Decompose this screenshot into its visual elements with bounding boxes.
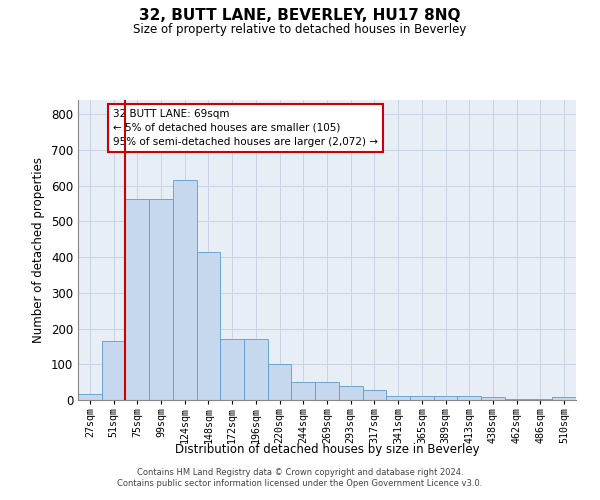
Bar bbox=[362, 390, 386, 400]
Bar bbox=[268, 364, 292, 400]
Bar bbox=[292, 382, 315, 400]
Bar bbox=[315, 382, 339, 400]
Bar bbox=[410, 396, 434, 400]
Bar bbox=[149, 199, 173, 400]
Bar bbox=[102, 341, 125, 400]
Bar bbox=[339, 386, 362, 400]
Text: 32 BUTT LANE: 69sqm
← 5% of detached houses are smaller (105)
95% of semi-detach: 32 BUTT LANE: 69sqm ← 5% of detached hou… bbox=[113, 109, 378, 147]
Bar bbox=[78, 394, 102, 400]
Bar bbox=[386, 396, 410, 400]
Bar bbox=[125, 199, 149, 400]
Bar bbox=[197, 252, 220, 400]
Bar bbox=[552, 397, 576, 400]
Bar bbox=[244, 340, 268, 400]
Bar bbox=[434, 396, 457, 400]
Text: Contains HM Land Registry data © Crown copyright and database right 2024.
Contai: Contains HM Land Registry data © Crown c… bbox=[118, 468, 482, 487]
Text: Size of property relative to detached houses in Beverley: Size of property relative to detached ho… bbox=[133, 22, 467, 36]
Y-axis label: Number of detached properties: Number of detached properties bbox=[32, 157, 46, 343]
Bar bbox=[173, 180, 197, 400]
Bar bbox=[481, 397, 505, 400]
Bar bbox=[457, 396, 481, 400]
Text: Distribution of detached houses by size in Beverley: Distribution of detached houses by size … bbox=[175, 442, 479, 456]
Text: 32, BUTT LANE, BEVERLEY, HU17 8NQ: 32, BUTT LANE, BEVERLEY, HU17 8NQ bbox=[139, 8, 461, 22]
Bar bbox=[220, 340, 244, 400]
